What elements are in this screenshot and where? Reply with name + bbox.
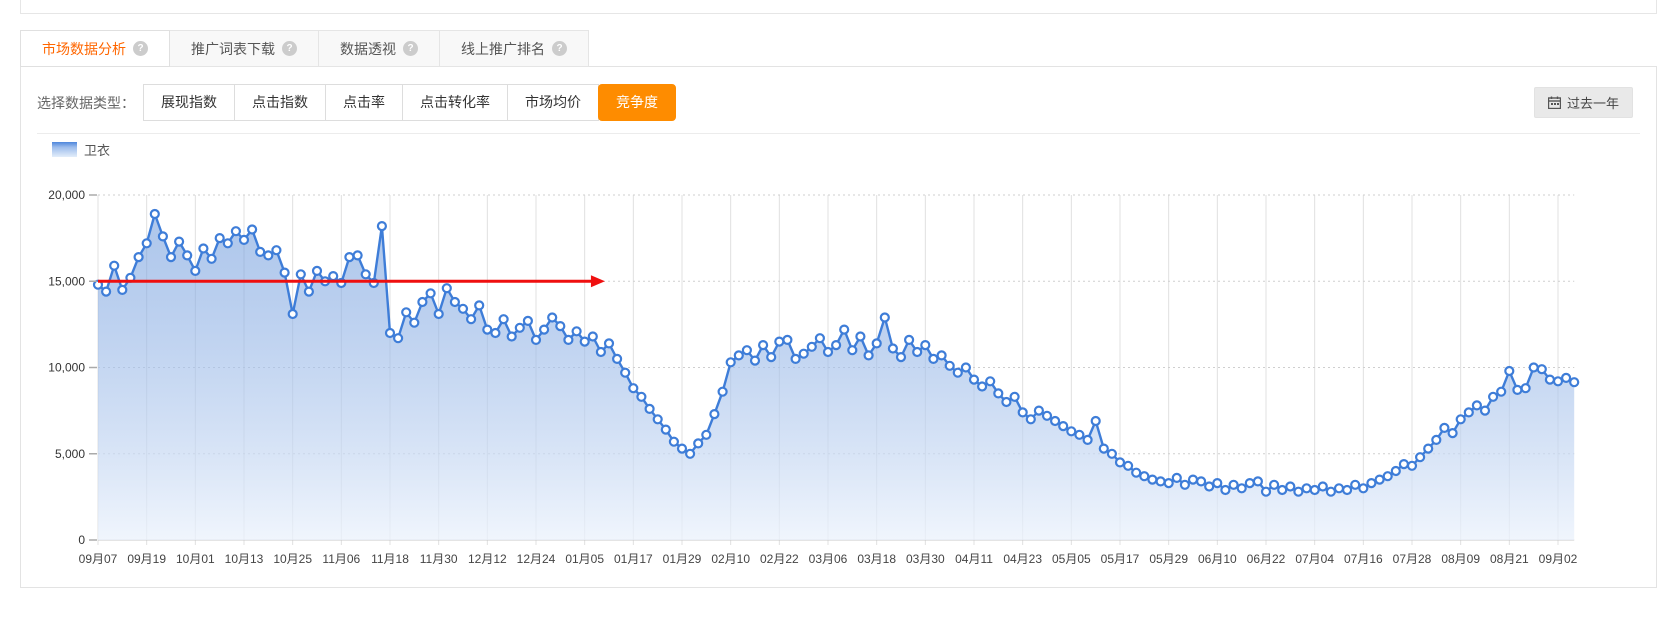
help-icon[interactable]: ? (552, 41, 567, 56)
data-type-click-index[interactable]: 点击指数 (234, 84, 326, 121)
tab-label: 数据透视 (340, 40, 396, 57)
x-axis-labels: 09月07 09月19 10月01 10月13 10月25 11月06 11月18 11月30… (79, 552, 1578, 566)
svg-text:09月19: 09月19 (127, 552, 166, 566)
svg-text:0: 0 (78, 533, 85, 547)
svg-text:02月22: 02月22 (760, 552, 799, 566)
svg-text:10月13: 10月13 (225, 552, 264, 566)
svg-text:11月30: 11月30 (420, 552, 458, 566)
svg-text:07月16: 07月16 (1344, 552, 1383, 566)
svg-text:10月25: 10月25 (273, 552, 312, 566)
svg-text:09月07: 09月07 (79, 552, 118, 566)
divider (37, 133, 1640, 134)
svg-text:15,000: 15,000 (48, 274, 85, 288)
data-type-impression-index[interactable]: 展现指数 (143, 84, 235, 121)
data-type-market-avg-price[interactable]: 市场均价 (507, 84, 599, 121)
svg-text:06月22: 06月22 (1247, 552, 1286, 566)
series-markers (92, 208, 1580, 497)
svg-text:11月06: 11月06 (322, 552, 360, 566)
help-icon[interactable]: ? (403, 41, 418, 56)
svg-text:01月17: 01月17 (614, 552, 653, 566)
svg-text:04月23: 04月23 (1003, 552, 1042, 566)
svg-text:01月05: 01月05 (565, 552, 604, 566)
data-type-label: 选择数据类型： (37, 94, 135, 111)
series-area-fill (98, 214, 1575, 540)
period-past-year-button[interactable]: 过去一年 (1533, 87, 1633, 118)
legend-series-label: 卫衣 (84, 143, 111, 158)
y-axis-labels: 0 5,000 10,000 15,000 20,000 (48, 188, 97, 547)
data-type-ctr[interactable]: 点击率 (325, 84, 403, 121)
svg-text:07月28: 07月28 (1393, 552, 1432, 566)
tab-market-data-analysis[interactable]: 市场数据分析 ? (20, 30, 170, 67)
tab-online-promo-ranking[interactable]: 线上推广排名 ? (439, 30, 589, 67)
trend-arrow-annotation (98, 275, 605, 288)
market-analysis-panel: 选择数据类型： 展现指数 点击指数 点击率 点击转化率 市场均价 竞争度 过去一… (20, 66, 1657, 588)
svg-text:05月05: 05月05 (1052, 552, 1091, 566)
svg-text:05月17: 05月17 (1101, 552, 1140, 566)
chart-legend[interactable]: 卫衣 (52, 140, 110, 159)
help-icon[interactable]: ? (282, 41, 297, 56)
svg-text:10,000: 10,000 (48, 361, 85, 375)
period-button-label: 过去一年 (1566, 96, 1619, 111)
tab-label: 市场数据分析 (42, 40, 126, 57)
svg-text:03月30: 03月30 (906, 552, 945, 566)
calendar-icon (1547, 96, 1561, 109)
tab-label: 推广词表下载 (191, 40, 275, 57)
svg-text:03月06: 03月06 (809, 552, 848, 566)
data-type-conversion-rate[interactable]: 点击转化率 (402, 84, 508, 121)
help-icon[interactable]: ? (133, 41, 148, 56)
svg-text:5,000: 5,000 (55, 447, 85, 461)
svg-text:09月02: 09月02 (1539, 552, 1578, 566)
chart-svg: 09月07 09月19 10月01 10月13 10月25 11月06 11月18 11月30… (48, 188, 1580, 566)
tab-label: 线上推广排名 (461, 40, 545, 57)
competition-trend-chart[interactable]: 09月07 09月19 10月01 10月13 10月25 11月06 11月18 11月30… (31, 171, 1647, 581)
svg-text:07月04: 07月04 (1295, 552, 1334, 566)
tab-promo-wordlist-download[interactable]: 推广词表下载 ? (169, 30, 319, 67)
svg-text:01月29: 01月29 (663, 552, 702, 566)
data-type-button-group: 展现指数 点击指数 点击率 点击转化率 市场均价 竞争度 (143, 84, 676, 121)
svg-text:12月24: 12月24 (517, 552, 556, 566)
svg-text:08月09: 08月09 (1441, 552, 1480, 566)
top-header-strip (20, 0, 1657, 14)
tab-bar: 市场数据分析 ? 推广词表下载 ? 数据透视 ? 线上推广排名 ? (20, 30, 589, 67)
svg-text:12月12: 12月12 (468, 552, 507, 566)
svg-text:11月18: 11月18 (371, 552, 409, 566)
svg-text:02月10: 02月10 (711, 552, 750, 566)
svg-text:04月11: 04月11 (955, 552, 993, 566)
svg-text:10月01: 10月01 (176, 552, 215, 566)
svg-text:06月10: 06月10 (1198, 552, 1237, 566)
data-type-competition[interactable]: 竞争度 (598, 84, 676, 121)
svg-text:20,000: 20,000 (48, 188, 85, 202)
legend-swatch (52, 142, 77, 157)
tab-data-perspective[interactable]: 数据透视 ? (318, 30, 440, 67)
data-type-controls: 选择数据类型： 展现指数 点击指数 点击率 点击转化率 市场均价 竞争度 (37, 84, 676, 121)
svg-text:05月29: 05月29 (1149, 552, 1188, 566)
svg-text:08月21: 08月21 (1490, 552, 1529, 566)
svg-text:03月18: 03月18 (857, 552, 896, 566)
